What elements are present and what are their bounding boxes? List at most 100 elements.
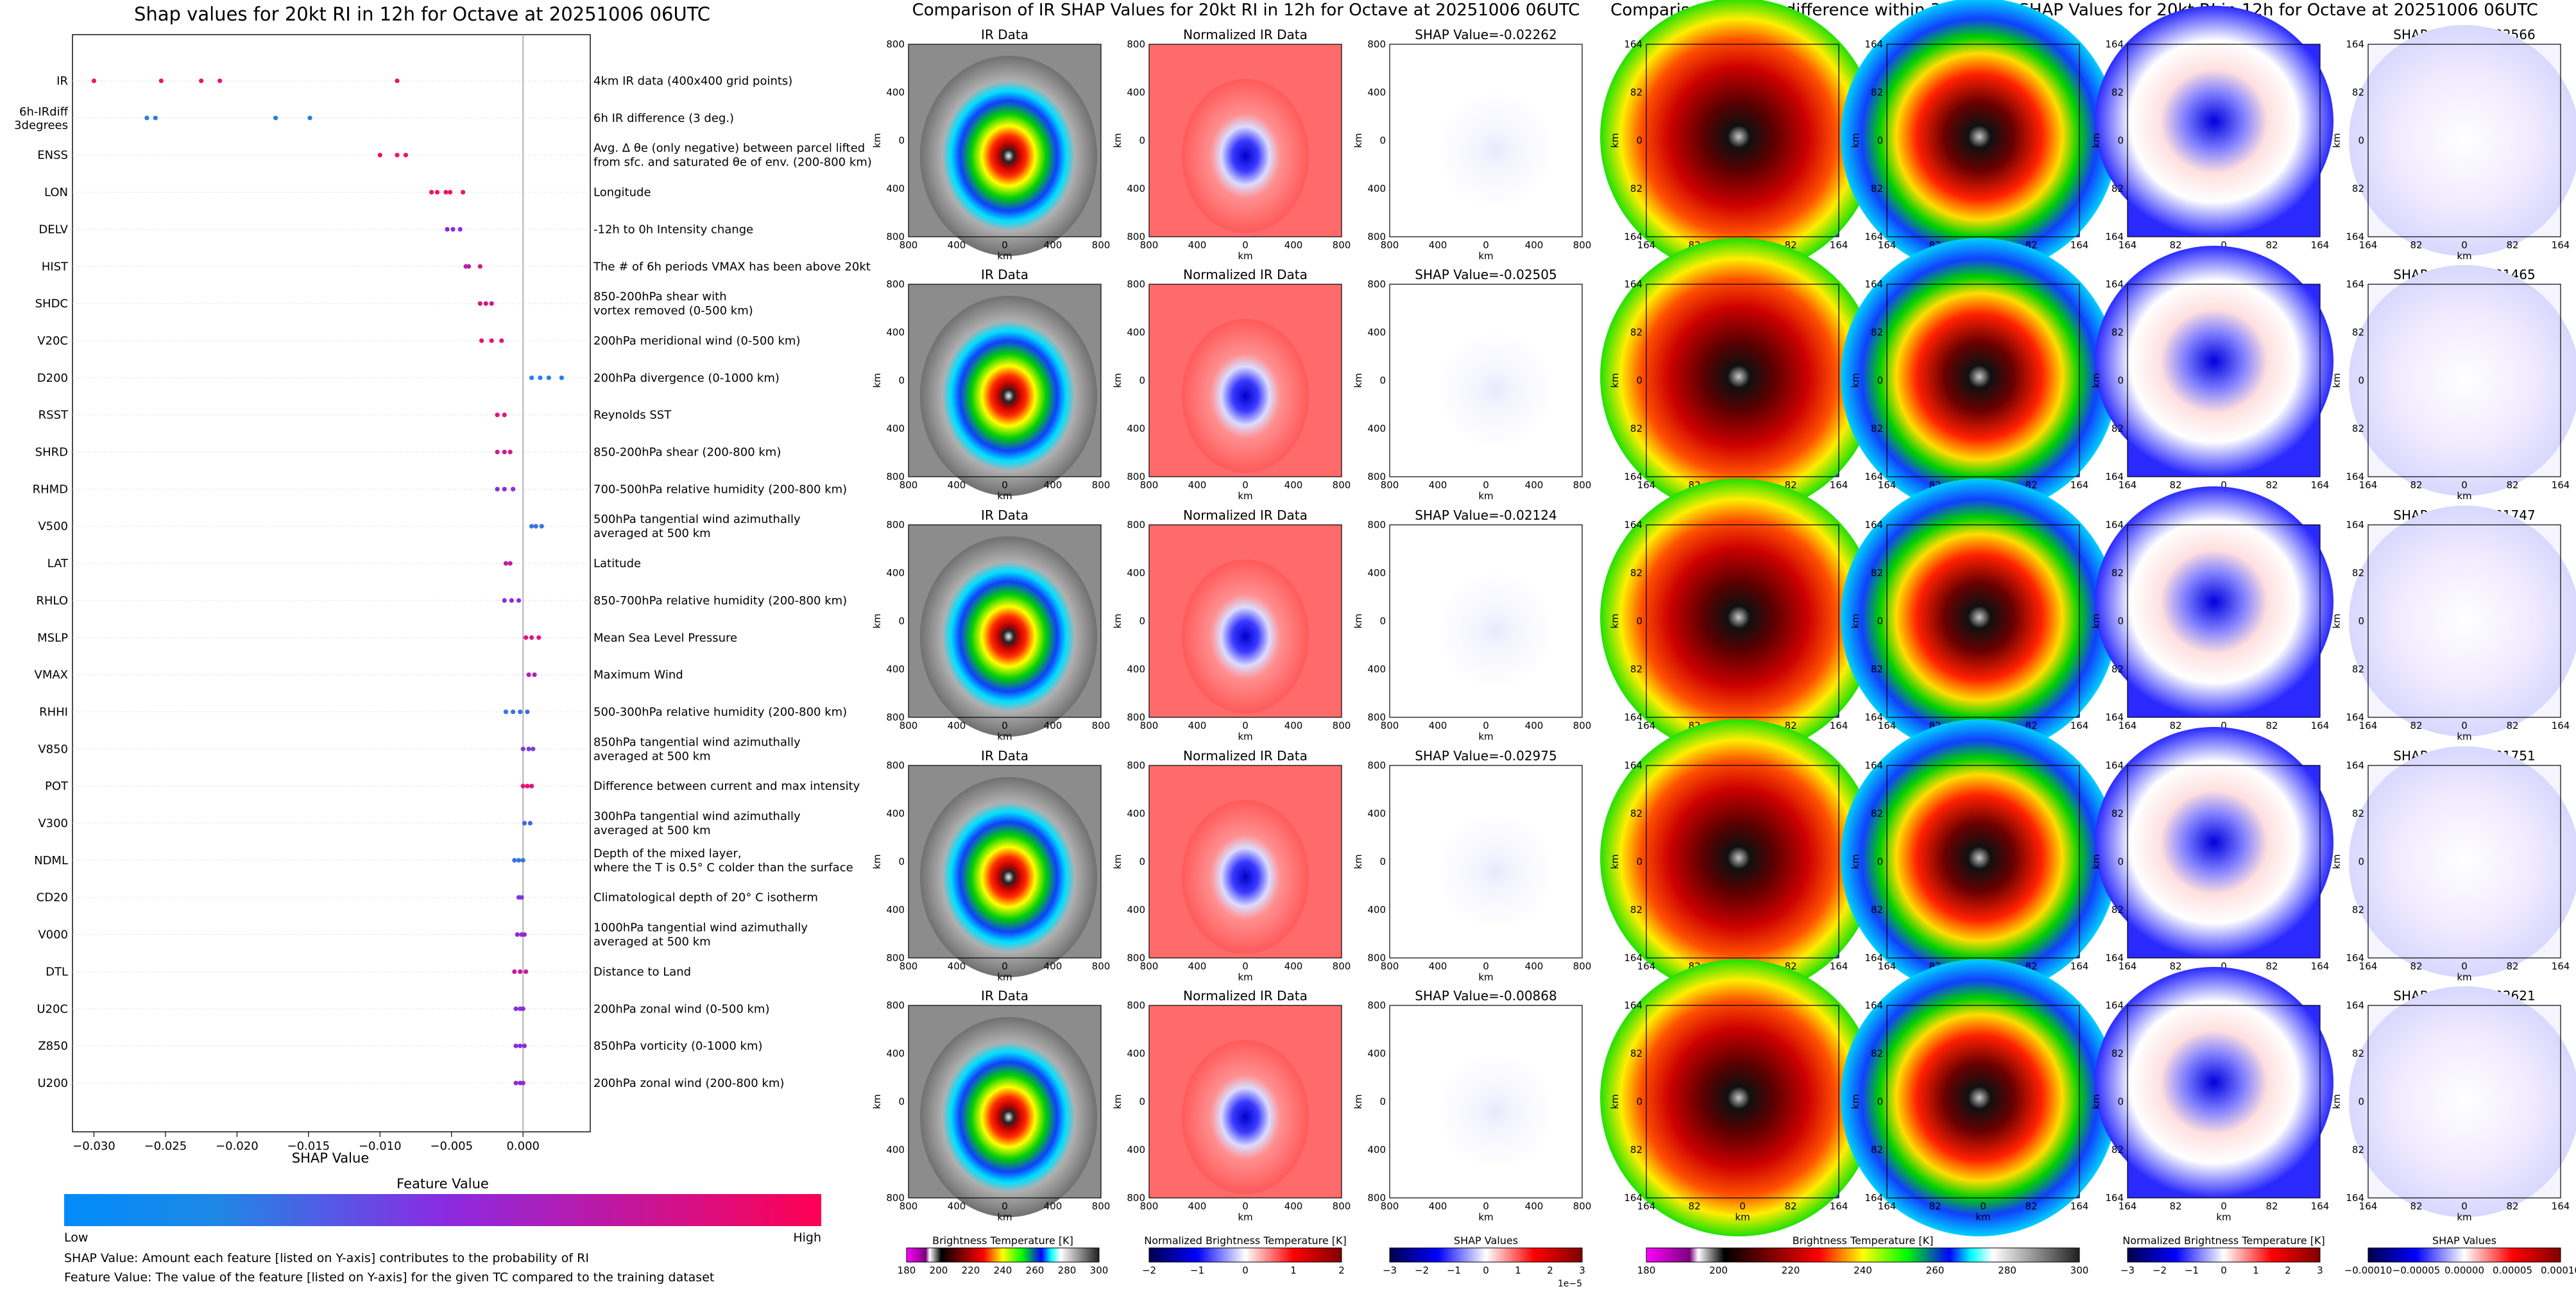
storm-feature — [1841, 719, 2118, 996]
x-tick-label: 0 — [1483, 960, 1489, 972]
shap-point — [546, 375, 551, 380]
shap-point — [153, 115, 158, 121]
y-tick-label: 800 — [1367, 231, 1386, 243]
x-tick-label: 82 — [2410, 239, 2422, 251]
x-tick-label: 800 — [1140, 239, 1159, 251]
y-tick-label: 0 — [1379, 615, 1386, 627]
y-tick-label: 800 — [1367, 952, 1386, 964]
shap-point — [508, 449, 513, 455]
x-tick-label: 800 — [1092, 960, 1111, 972]
storm-feature — [1600, 238, 1877, 515]
x-tick-label: 400 — [1044, 239, 1062, 251]
storm-feature — [920, 777, 1097, 977]
panel-title: SHAP Value=-0.02975 — [1415, 748, 1557, 764]
panel-frame — [1148, 284, 1342, 477]
x-tick-label: 800 — [900, 720, 918, 731]
y-tick-label: 82 — [2111, 87, 2124, 98]
panel-frame — [1148, 524, 1342, 718]
x-tick-label: 800 — [1573, 479, 1592, 491]
y-tick-label: 800 — [1127, 38, 1145, 50]
x-tick-label: 0 — [1002, 1200, 1008, 1212]
feature-label: SHDC — [35, 297, 68, 311]
storm-feature — [920, 296, 1097, 496]
y-tick-label: 82 — [2352, 663, 2364, 675]
y-axis-label: km — [1609, 133, 1621, 148]
y-tick-label: 82 — [2352, 423, 2364, 434]
y-axis-label: km — [1609, 854, 1621, 869]
feature-description: 850hPa vorticity (0-1000 km) — [593, 1039, 763, 1053]
y-axis-label: km — [2090, 373, 2102, 388]
x-tick-label: 82 — [2506, 960, 2518, 972]
x-tick-label: 164 — [2552, 960, 2570, 972]
shap-point — [395, 78, 400, 83]
feature-description: 200hPa zonal wind (0-500 km) — [593, 1002, 770, 1016]
feature-description: 700-500hPa relative humidity (200-800 km… — [593, 482, 847, 496]
storm-feature — [1600, 479, 1877, 756]
colorbar-tick-label: 0.00000 — [2444, 1265, 2484, 1276]
y-tick-label: 164 — [1864, 519, 1883, 531]
feature-description: Mean Sea Level Pressure — [593, 631, 737, 645]
feature-label: HIST — [42, 260, 69, 273]
y-tick-label: 0 — [2358, 135, 2364, 146]
x-tick-label: 0 — [1483, 479, 1489, 491]
y-tick-label: 164 — [1864, 278, 1883, 290]
y-tick-label: 164 — [2346, 952, 2364, 964]
y-tick-label: 164 — [1624, 760, 1642, 771]
y-tick-label: 164 — [1864, 760, 1883, 771]
x-tick-label: 0 — [1483, 1200, 1489, 1212]
shap-point — [519, 895, 524, 900]
colorbar-tick-label: 1 — [2253, 1265, 2259, 1276]
x-tick-label: 164 — [2552, 479, 2570, 491]
y-tick-label: 0 — [1877, 615, 1883, 627]
panel-title: IR Data — [981, 508, 1028, 523]
y-tick-label: 164 — [1864, 1192, 1883, 1204]
x-tick-label: 164 — [1637, 720, 1656, 731]
shap-point — [524, 969, 529, 974]
storm-feature — [1182, 79, 1309, 233]
storm-feature — [1438, 332, 1553, 448]
panel-frame — [2367, 524, 2561, 718]
feature-label: SHRD — [35, 446, 68, 459]
storm-feature — [1600, 959, 1877, 1236]
storm-feature — [1438, 573, 1553, 688]
feature-description: Latitude — [593, 557, 641, 570]
panel-frame — [2127, 765, 2321, 959]
y-tick-label: 82 — [2111, 808, 2124, 819]
y-tick-label: 800 — [1127, 952, 1145, 964]
shap-point — [395, 153, 400, 158]
x-axis-label: km — [997, 731, 1012, 742]
y-tick-label: 82 — [2352, 183, 2364, 194]
panel-frame — [2127, 524, 2321, 718]
shap-point — [158, 78, 164, 83]
x-tick-label: 400 — [1284, 239, 1303, 251]
shap-point — [477, 301, 482, 306]
x-tick-label: 800 — [1092, 239, 1111, 251]
panel-title: SHAP Value=-0.02505 — [1415, 267, 1557, 282]
x-tick-label: 800 — [1333, 239, 1351, 251]
x-axis-label: km — [2457, 731, 2471, 742]
y-axis-label: km — [2090, 854, 2102, 869]
y-tick-label: 400 — [886, 904, 905, 916]
x-tick-label: 0 — [2221, 239, 2227, 251]
panel-frame — [1646, 765, 1839, 959]
y-tick-label: 400 — [1367, 567, 1386, 579]
x-tick-label: 164 — [2119, 239, 2137, 251]
x-tick-label: 800 — [900, 479, 918, 491]
x-tick-label: 164 — [1830, 960, 1848, 972]
feature-description: 200hPa meridional wind (0-500 km) — [593, 334, 800, 348]
y-tick-label: 0 — [898, 135, 905, 146]
x-tick-label: 400 — [1284, 1200, 1303, 1212]
x-tick-label: −0.005 — [430, 1140, 473, 1153]
y-tick-label: 0 — [1139, 1096, 1145, 1107]
x-tick-label: 800 — [900, 960, 918, 972]
y-tick-label: 800 — [1367, 519, 1386, 531]
panel-frame — [2367, 765, 2561, 959]
y-tick-label: 400 — [1127, 1144, 1145, 1156]
x-axis-label: km — [2457, 1211, 2471, 1223]
y-axis-label: km — [1352, 133, 1364, 148]
y-tick-label: 0 — [1877, 856, 1883, 867]
y-tick-label: 82 — [2352, 1144, 2364, 1156]
x-tick-label: 82 — [2025, 1200, 2037, 1212]
y-tick-label: 0 — [2117, 1096, 2124, 1107]
x-axis-label: km — [1238, 731, 1252, 742]
